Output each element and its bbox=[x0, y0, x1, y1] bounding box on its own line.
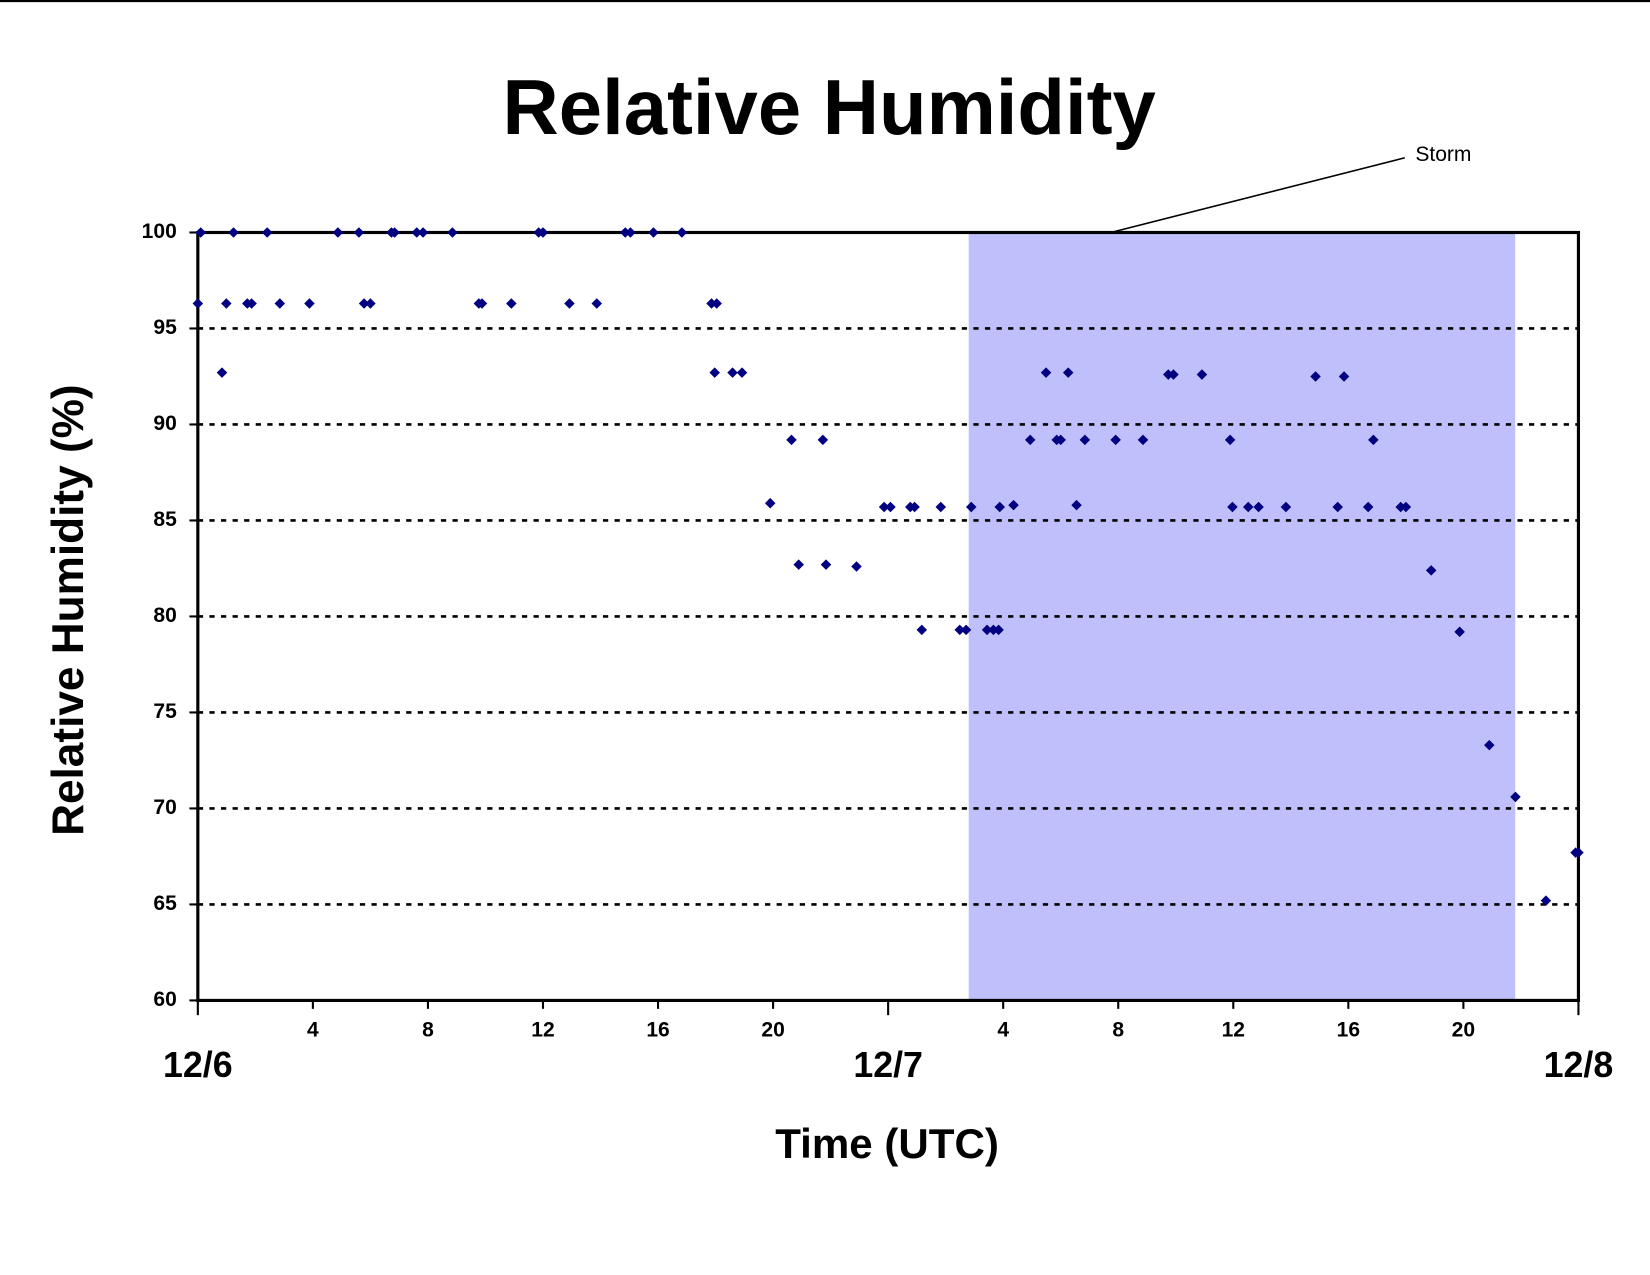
data-point bbox=[993, 624, 1004, 636]
data-point bbox=[221, 298, 232, 309]
data-point bbox=[1484, 739, 1495, 751]
data-point bbox=[709, 367, 720, 378]
data-point bbox=[648, 227, 659, 238]
data-point bbox=[1008, 499, 1019, 511]
data-point bbox=[736, 367, 748, 378]
annotation: Storm bbox=[1415, 143, 1471, 166]
y-tick-label: 75 bbox=[153, 700, 177, 723]
data-point bbox=[591, 298, 603, 309]
x-tick-label: 20 bbox=[1452, 1019, 1475, 1042]
data-point bbox=[1055, 434, 1066, 446]
data-point bbox=[417, 227, 429, 238]
y-tick-label: 60 bbox=[153, 988, 176, 1011]
x-tick-label: 4 bbox=[997, 1019, 1009, 1042]
data-point bbox=[935, 501, 947, 513]
data-point bbox=[332, 227, 344, 238]
x-tick-label: 4 bbox=[307, 1019, 319, 1042]
data-point bbox=[228, 227, 239, 238]
data-point bbox=[564, 298, 575, 309]
data-point bbox=[506, 298, 517, 309]
data-point bbox=[1540, 895, 1552, 906]
y-tick-label: 65 bbox=[153, 892, 177, 915]
data-point bbox=[1425, 565, 1437, 576]
x-tick-label: 20 bbox=[761, 1019, 784, 1042]
data-point bbox=[1368, 434, 1379, 446]
data-point bbox=[304, 298, 315, 309]
data-point bbox=[447, 227, 458, 238]
data-point bbox=[1137, 434, 1149, 446]
x-tick-label: 16 bbox=[1337, 1019, 1360, 1042]
data-point bbox=[274, 298, 286, 309]
data-point bbox=[192, 298, 204, 309]
data-point bbox=[727, 367, 738, 378]
grid-layer bbox=[197, 327, 1579, 906]
x-date-label: 12/6 bbox=[163, 1045, 233, 1085]
data-point bbox=[1168, 369, 1179, 380]
data-point bbox=[676, 227, 688, 238]
data-point bbox=[365, 298, 376, 309]
x-tick-label: 12 bbox=[531, 1019, 554, 1042]
data-point bbox=[1454, 626, 1465, 638]
y-tick-label: 95 bbox=[153, 316, 177, 339]
x-tick-label: 8 bbox=[1112, 1019, 1124, 1042]
data-point bbox=[261, 227, 273, 238]
data-point bbox=[1224, 434, 1236, 446]
chart-title: Relative Humidity bbox=[503, 65, 1156, 151]
data-point bbox=[1079, 434, 1091, 446]
data-point bbox=[820, 559, 832, 570]
y-tick-label: 70 bbox=[153, 796, 176, 819]
y-axis-label: Relative Humidity (%) bbox=[44, 384, 93, 836]
data-point bbox=[353, 227, 365, 238]
annotation-line bbox=[1110, 157, 1406, 234]
x-tick-label: 16 bbox=[646, 1019, 669, 1042]
data-point bbox=[793, 559, 804, 570]
data-point bbox=[786, 434, 797, 446]
x-tick-label: 12 bbox=[1222, 1019, 1245, 1042]
data-point bbox=[960, 624, 972, 636]
x-axis-label: Time (UTC) bbox=[775, 1120, 999, 1167]
y-tick-label: 80 bbox=[153, 604, 176, 627]
main-layer: Storm 60 65 70 75 80 85 90 95 100 12/6 4 8 12 16 20 12/7… bbox=[142, 143, 1614, 1085]
y-tick-label: 90 bbox=[153, 412, 176, 435]
x-tick-label: 8 bbox=[422, 1019, 434, 1042]
data-point bbox=[216, 367, 228, 378]
y-tick-label: 85 bbox=[153, 508, 177, 531]
y-tick-label: 100 bbox=[142, 220, 177, 243]
data-point bbox=[851, 561, 862, 572]
x-date-label: 12/8 bbox=[1544, 1045, 1614, 1085]
data-point bbox=[954, 624, 966, 636]
data-point bbox=[1510, 791, 1521, 803]
data-point bbox=[885, 501, 896, 513]
x-date-label: 12/7 bbox=[853, 1045, 923, 1085]
data-point bbox=[1573, 847, 1584, 858]
data-point bbox=[817, 434, 829, 446]
data-point bbox=[764, 497, 776, 509]
data-point bbox=[916, 624, 928, 636]
data-point bbox=[1071, 499, 1082, 511]
data-point bbox=[1110, 434, 1121, 446]
data-point bbox=[1196, 369, 1208, 380]
plot-frame bbox=[196, 230, 1581, 1003]
